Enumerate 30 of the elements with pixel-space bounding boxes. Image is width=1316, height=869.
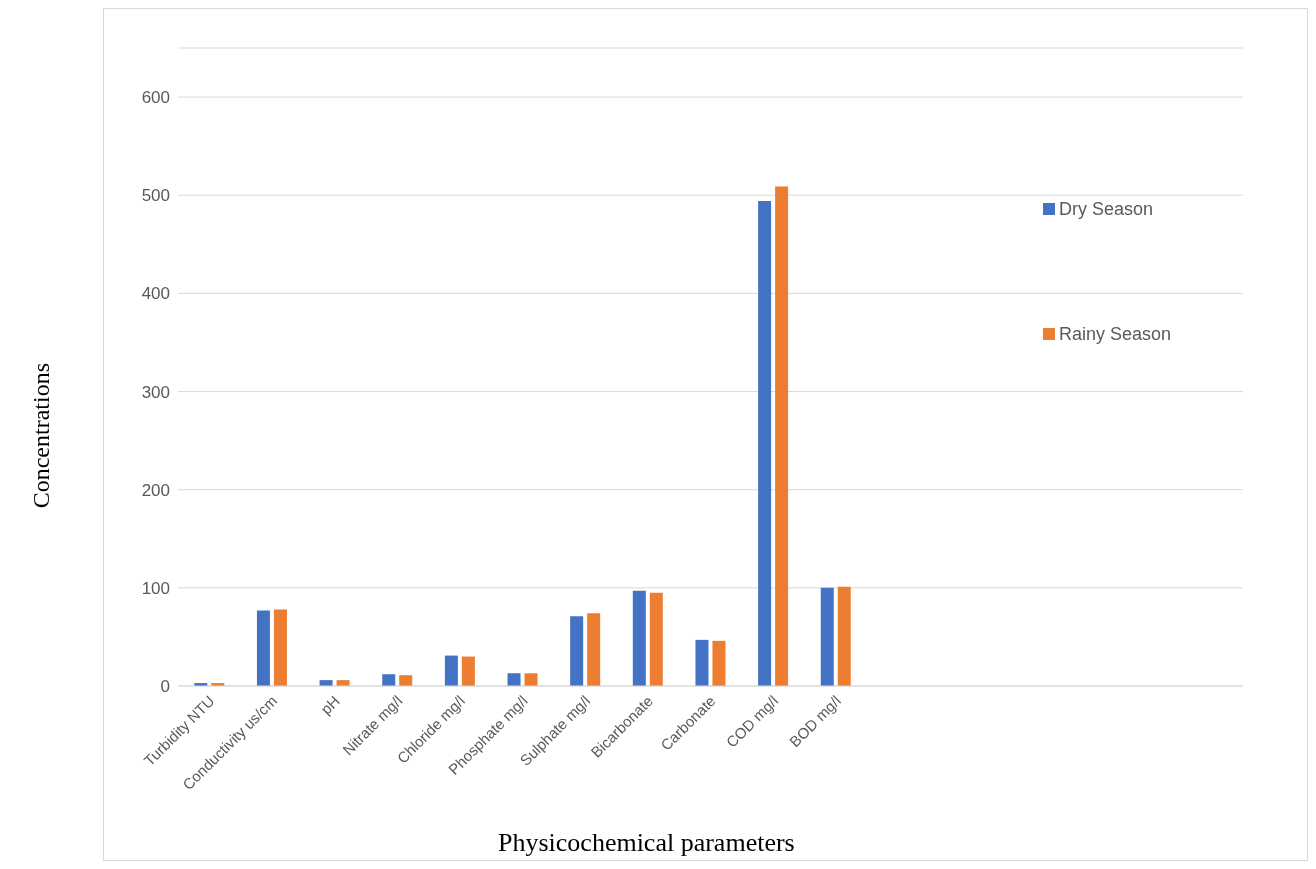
bar — [632, 590, 646, 686]
legend-label: Rainy Season — [1059, 323, 1172, 345]
bar — [524, 673, 538, 686]
bar — [712, 640, 726, 686]
y-axis-title: Concentrations — [28, 363, 55, 509]
bar — [695, 639, 709, 686]
bar — [570, 616, 584, 686]
y-tick-label: 300 — [141, 382, 170, 402]
x-axis-title: Physicochemical parameters — [498, 828, 795, 858]
bar — [256, 610, 270, 686]
bar — [444, 655, 458, 686]
bar — [461, 656, 475, 686]
bar — [649, 592, 663, 686]
bar — [820, 587, 834, 686]
bar — [382, 674, 396, 686]
x-tick-label: pH — [317, 692, 343, 718]
y-tick-label: 0 — [160, 677, 170, 697]
bar — [837, 586, 851, 686]
y-tick-label: 500 — [141, 186, 170, 206]
y-tick-label: 600 — [141, 88, 170, 108]
bar — [507, 673, 521, 686]
legend-label: Dry Season — [1059, 198, 1154, 220]
bar — [399, 675, 413, 686]
y-tick-label: 100 — [141, 578, 170, 598]
bar — [775, 186, 789, 686]
bar — [587, 613, 601, 686]
bar — [273, 609, 287, 686]
y-tick-label: 200 — [141, 480, 170, 500]
y-tick-label: 400 — [141, 284, 170, 304]
bar — [758, 201, 772, 686]
